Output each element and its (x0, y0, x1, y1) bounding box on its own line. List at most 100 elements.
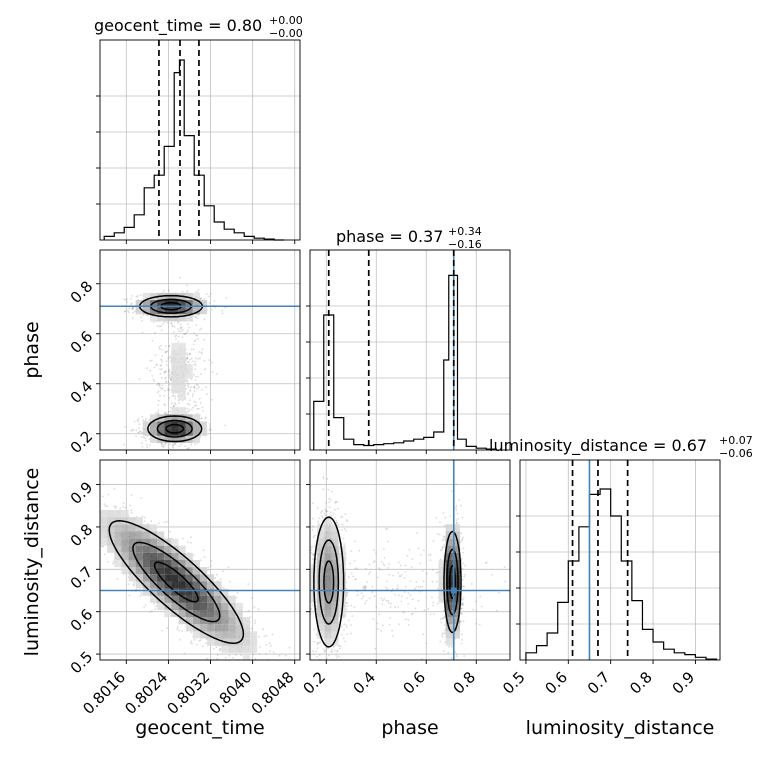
density-cell (128, 574, 136, 582)
sample-point (181, 290, 184, 293)
sample-point (104, 505, 107, 508)
sample-point (143, 520, 146, 523)
sample-point (186, 379, 189, 382)
density-cell (235, 631, 243, 639)
density-cell (235, 610, 243, 618)
density-cell (200, 307, 208, 315)
density-cell (150, 545, 158, 553)
density-cell (192, 560, 201, 568)
sample-point (131, 307, 134, 309)
density-cell (150, 567, 158, 575)
sample-point (218, 650, 221, 652)
sample-point (89, 515, 91, 517)
sample-point (317, 520, 320, 523)
sample-point (246, 667, 248, 669)
sample-point (216, 658, 219, 660)
sample-point (345, 587, 348, 590)
sample-point (181, 630, 184, 632)
title-phase-sub: −0.16 (448, 238, 482, 251)
sample-point (461, 662, 463, 664)
sample-point (151, 375, 154, 377)
sample-point (184, 333, 187, 335)
density-cell (114, 510, 122, 518)
sample-point (198, 639, 201, 642)
density-cell (250, 631, 258, 639)
sample-point (157, 399, 160, 402)
sample-point (194, 339, 197, 342)
sample-point (158, 522, 160, 525)
contour-luminosity-distance-vs-geocent-time-0-2 (108, 520, 245, 645)
density-cell (207, 631, 215, 639)
sample-point (227, 671, 229, 673)
density-cell (250, 645, 258, 653)
sample-point (327, 647, 330, 649)
sample-point (185, 352, 188, 355)
sample-point (173, 405, 175, 408)
sample-point (158, 384, 161, 386)
sample-point (193, 332, 196, 335)
sample-point (463, 575, 465, 578)
density-cell (107, 510, 115, 518)
density-cell (135, 574, 143, 582)
density-cell (178, 560, 186, 568)
sample-point (160, 325, 163, 327)
sample-point (162, 446, 165, 449)
sample-point (165, 360, 168, 362)
sample-point (188, 409, 191, 412)
density-cell (178, 392, 186, 401)
sample-point (141, 445, 144, 448)
sample-point (186, 450, 188, 452)
sample-point (328, 670, 330, 672)
sample-point (168, 345, 171, 348)
sample-point (222, 570, 224, 572)
sample-point (157, 404, 159, 406)
sample-point (247, 609, 250, 612)
sample-point (443, 536, 446, 538)
density-cell (178, 574, 186, 582)
sample-point (141, 319, 144, 322)
density-cell (242, 645, 251, 653)
sample-point (263, 660, 265, 662)
sample-point (270, 644, 272, 647)
sample-point (441, 632, 444, 635)
sample-point (319, 641, 321, 644)
sample-point (216, 679, 218, 681)
sample-point (224, 424, 227, 427)
density-cell (128, 531, 136, 539)
density-cell (114, 545, 122, 553)
density-cell (228, 638, 236, 646)
sample-point (171, 444, 174, 447)
contour-luminosity-distance-vs-geocent-time-0-0 (153, 561, 199, 603)
density-cell (171, 414, 179, 422)
density-cell (192, 567, 201, 575)
title-phase: phase = 0.37 (336, 227, 443, 246)
sample-point (316, 666, 318, 668)
sample-point (340, 625, 343, 628)
density-cell (128, 560, 136, 568)
density-cell (178, 407, 186, 415)
sample-point (169, 378, 172, 381)
sample-point (175, 338, 177, 340)
sample-point (199, 297, 202, 300)
sample-point (332, 512, 335, 515)
sample-point (102, 545, 104, 548)
density-cell (150, 560, 158, 568)
sample-point (326, 478, 329, 480)
sample-point (188, 361, 190, 364)
sample-point (440, 621, 443, 624)
density-cell (100, 531, 108, 539)
density-cell (150, 581, 158, 589)
density-cell (171, 435, 179, 443)
sample-point (161, 629, 163, 632)
density-cell (207, 602, 215, 611)
density-cell (192, 588, 201, 596)
sample-point (163, 394, 165, 397)
sample-point (174, 395, 177, 398)
plot-area-luminosity-distance-vs-phase (310, 460, 510, 672)
sample-point (141, 331, 144, 334)
sample-point (235, 596, 238, 599)
sample-point (163, 321, 166, 323)
density-cell (157, 588, 165, 596)
sample-point (160, 358, 163, 360)
sample-point (180, 327, 183, 330)
